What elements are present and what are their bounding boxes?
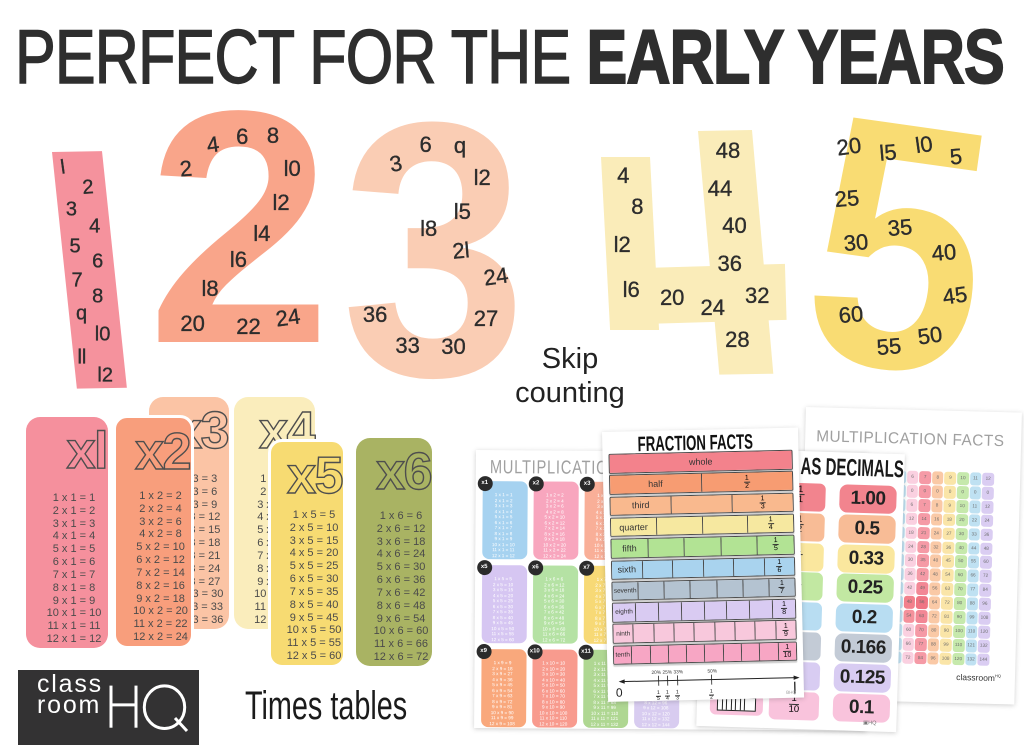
svg-text:50%: 50% (707, 668, 717, 674)
svg-text:33%: 33% (673, 669, 683, 675)
svg-text:25%: 25% (662, 669, 672, 675)
svg-text:0: 0 (616, 686, 623, 700)
svg-text:20%: 20% (651, 670, 661, 676)
